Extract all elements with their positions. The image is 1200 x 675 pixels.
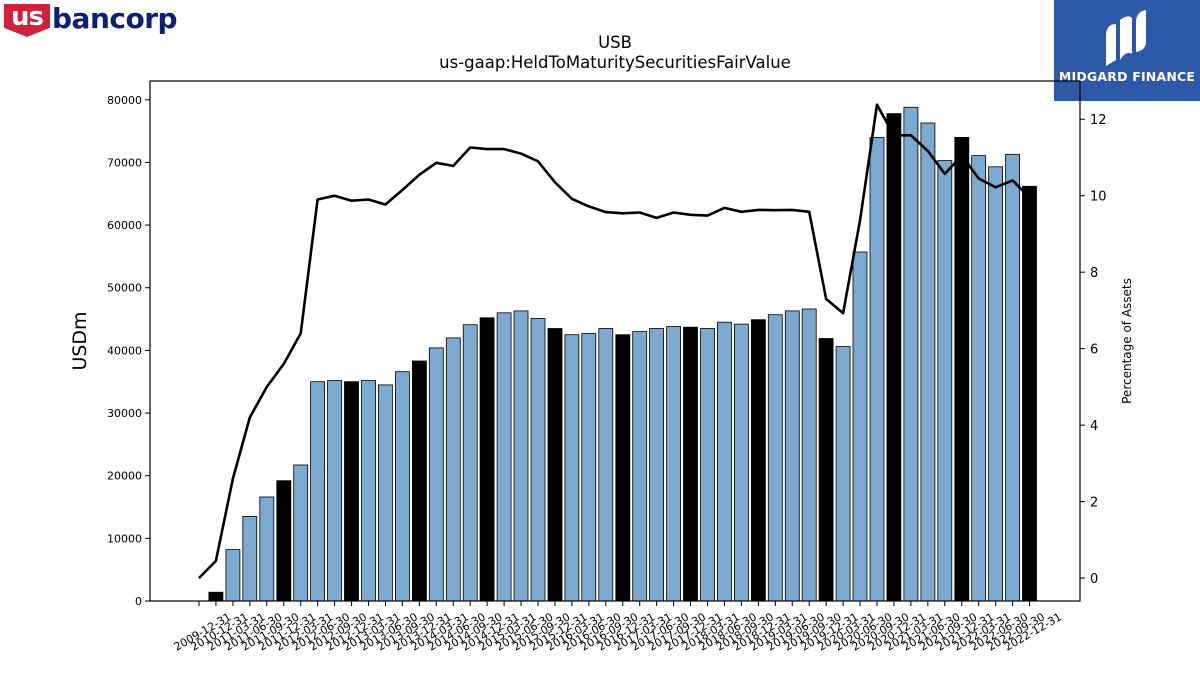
bar [818, 338, 834, 602]
bar [954, 136, 970, 602]
y-tick-label: 50000 [107, 282, 142, 295]
bar [852, 251, 868, 602]
bar [683, 326, 698, 602]
y-tick-label: 70000 [107, 156, 142, 169]
bar [293, 464, 309, 602]
bar [632, 331, 648, 602]
bar [513, 310, 529, 602]
y-tick-label: 0 [135, 595, 142, 608]
bar [394, 371, 410, 602]
plot-frame [149, 80, 1081, 602]
bar [920, 122, 936, 602]
bar [988, 166, 1003, 602]
bar [886, 113, 902, 602]
y-tick-label: 10000 [107, 532, 142, 545]
y2-tick-label: 0 [1090, 572, 1098, 587]
bar [717, 321, 732, 602]
bar [1005, 153, 1020, 602]
bar [411, 360, 427, 602]
bar [310, 381, 326, 602]
y2-tick-label: 4 [1090, 419, 1098, 434]
bar [225, 549, 241, 602]
bar [344, 381, 359, 602]
bar [547, 328, 563, 602]
bar [767, 314, 783, 602]
bar [276, 480, 292, 602]
bar [700, 328, 715, 602]
percent-line [198, 103, 1031, 580]
bar [445, 337, 461, 602]
axes: 0 10000 20000 30000 40000 50000 60000 70000 8000… [107, 80, 1107, 654]
bar [649, 328, 664, 602]
y-tick-label: 60000 [107, 219, 142, 232]
chart-subtitle: us-gaap:HeldToMaturitySecuritiesFairValu… [439, 53, 791, 72]
midgard-m-icon [1106, 10, 1146, 66]
midgard-finance-name: MIDGARD FINANCE [1058, 69, 1196, 84]
bar [242, 516, 258, 602]
y-axis-label: USDm [69, 311, 91, 370]
midgard-finance-badge: MIDGARD FINANCE [1054, 0, 1200, 101]
bar [377, 384, 393, 602]
bar [428, 347, 444, 602]
y2-tick-label: 6 [1090, 343, 1098, 358]
bar [801, 308, 817, 602]
bar [971, 155, 987, 602]
bar [259, 496, 275, 602]
bar [869, 136, 885, 602]
bar [479, 317, 495, 602]
bar [208, 591, 224, 602]
bar-series [208, 106, 1037, 602]
bar [937, 160, 953, 602]
bar [666, 326, 681, 602]
bar [598, 328, 614, 602]
bar [361, 380, 376, 602]
y2-tick-label: 8 [1090, 266, 1098, 281]
bar [615, 334, 631, 602]
usbancorp-logo: us bancorp [4, 4, 199, 38]
bar [462, 324, 478, 602]
y2-tick-label: 12 [1090, 113, 1107, 128]
bar [903, 106, 919, 602]
chart-title: USB [598, 33, 632, 52]
bar [835, 346, 851, 602]
y-tick-label: 20000 [107, 470, 142, 483]
y2-tick-label: 2 [1090, 496, 1098, 511]
percent-line-series [198, 103, 1031, 580]
y2-tick-label: 10 [1090, 190, 1107, 205]
bar [581, 333, 597, 602]
bar [564, 334, 580, 602]
bar [530, 317, 546, 602]
bar [784, 310, 800, 602]
y-tick-label: 80000 [107, 94, 142, 107]
usbancorp-wordmark: bancorp [52, 2, 178, 35]
bar [751, 319, 766, 602]
y2-axis-label: Percentage of Assets [1120, 278, 1134, 404]
bar [734, 323, 749, 602]
bar [496, 312, 512, 602]
bar [1022, 185, 1037, 602]
y-tick-label: 30000 [107, 407, 142, 420]
bar [327, 380, 343, 602]
y-tick-label: 40000 [107, 344, 142, 357]
